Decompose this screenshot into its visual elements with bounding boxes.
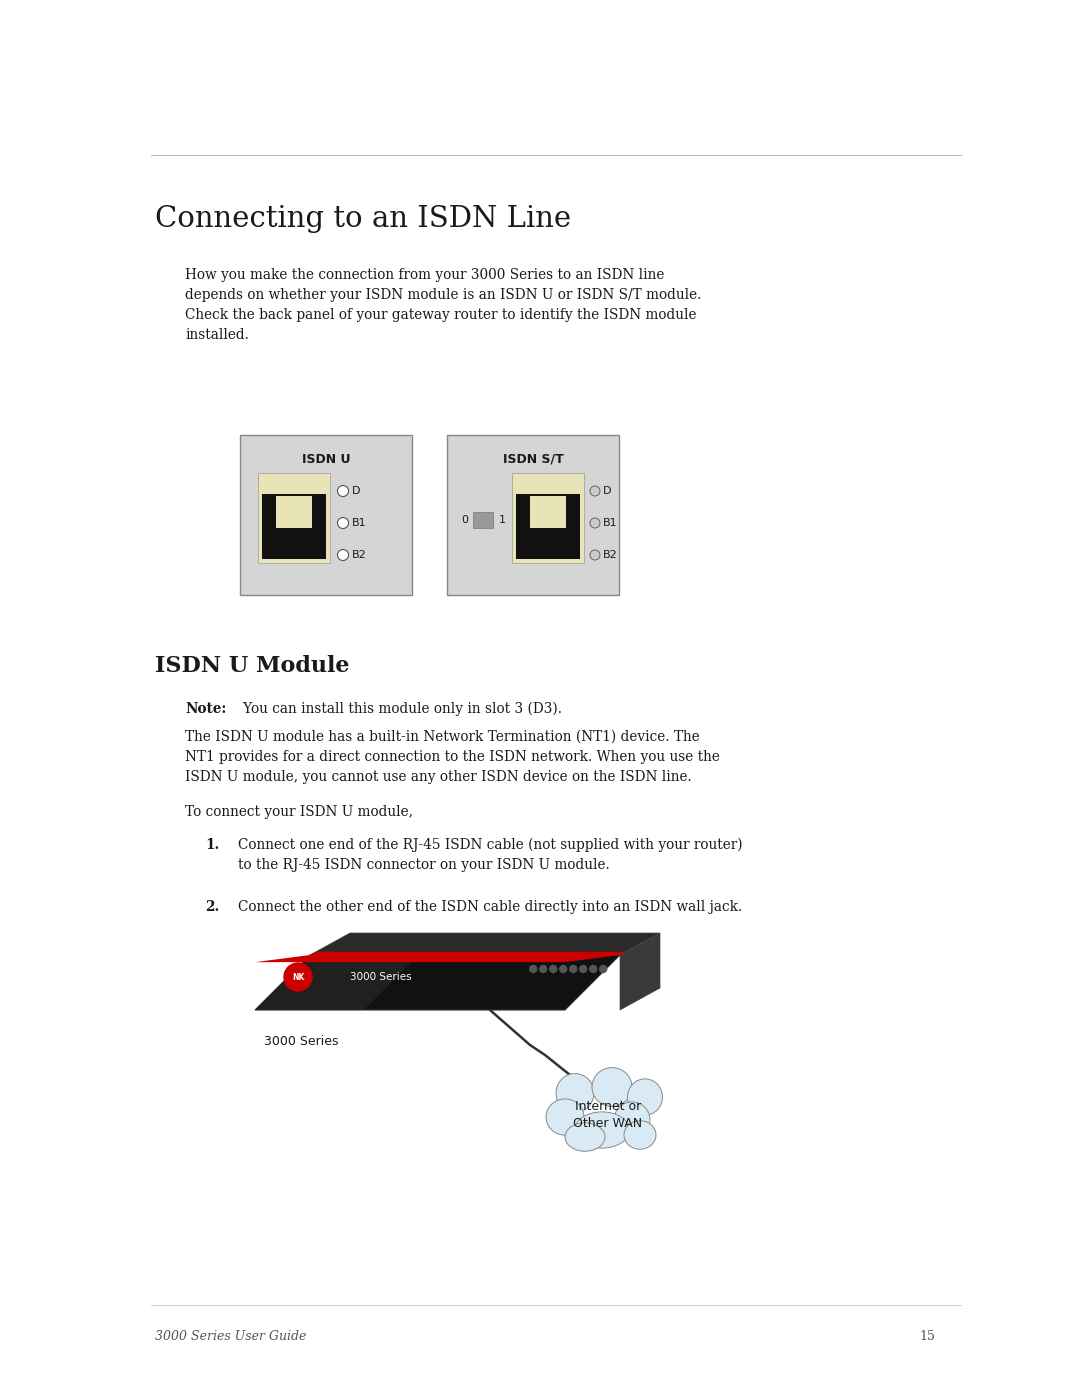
Circle shape bbox=[529, 965, 537, 972]
Text: NK: NK bbox=[292, 972, 305, 982]
Text: Connecting to an ISDN Line: Connecting to an ISDN Line bbox=[156, 205, 571, 233]
Text: ISDN S/T: ISDN S/T bbox=[502, 453, 564, 467]
Text: 0: 0 bbox=[461, 515, 468, 525]
FancyBboxPatch shape bbox=[447, 434, 619, 595]
Text: D: D bbox=[352, 486, 361, 496]
FancyBboxPatch shape bbox=[530, 496, 566, 528]
Circle shape bbox=[570, 965, 577, 972]
Text: 1.: 1. bbox=[205, 838, 219, 852]
Text: Note:: Note: bbox=[185, 703, 227, 717]
Text: 3000 Series: 3000 Series bbox=[350, 972, 411, 982]
Text: ISDN U: ISDN U bbox=[301, 453, 350, 467]
Ellipse shape bbox=[546, 1099, 584, 1136]
Circle shape bbox=[337, 486, 349, 496]
Text: B2: B2 bbox=[603, 550, 618, 560]
Ellipse shape bbox=[575, 1112, 630, 1148]
Polygon shape bbox=[620, 933, 660, 1010]
Text: B1: B1 bbox=[603, 518, 618, 528]
Text: B2: B2 bbox=[352, 550, 367, 560]
Polygon shape bbox=[255, 956, 620, 963]
Circle shape bbox=[580, 965, 586, 972]
FancyBboxPatch shape bbox=[512, 474, 584, 563]
Circle shape bbox=[599, 965, 607, 972]
Text: How you make the connection from your 3000 Series to an ISDN line
depends on whe: How you make the connection from your 30… bbox=[185, 268, 701, 342]
Ellipse shape bbox=[615, 1102, 650, 1139]
Text: ISDN U Module: ISDN U Module bbox=[156, 655, 350, 678]
Polygon shape bbox=[310, 933, 660, 956]
Circle shape bbox=[559, 965, 567, 972]
Ellipse shape bbox=[624, 1120, 656, 1150]
Ellipse shape bbox=[565, 1123, 605, 1151]
Ellipse shape bbox=[627, 1078, 662, 1115]
Text: Connect the other end of the ISDN cable directly into an ISDN wall jack.: Connect the other end of the ISDN cable … bbox=[238, 900, 742, 914]
FancyBboxPatch shape bbox=[473, 511, 492, 528]
Text: 2.: 2. bbox=[205, 900, 219, 914]
Text: 1: 1 bbox=[499, 515, 507, 525]
FancyBboxPatch shape bbox=[258, 474, 330, 563]
Circle shape bbox=[550, 965, 556, 972]
Polygon shape bbox=[255, 956, 620, 1010]
Text: Connect one end of the RJ-45 ISDN cable (not supplied with your router)
to the R: Connect one end of the RJ-45 ISDN cable … bbox=[238, 838, 743, 873]
Text: 15: 15 bbox=[919, 1330, 935, 1343]
FancyBboxPatch shape bbox=[516, 495, 580, 559]
FancyBboxPatch shape bbox=[276, 496, 312, 528]
Circle shape bbox=[337, 517, 349, 528]
Circle shape bbox=[590, 965, 597, 972]
Text: 3000 Series: 3000 Series bbox=[264, 1035, 338, 1048]
Text: 3000 Series User Guide: 3000 Series User Guide bbox=[156, 1330, 307, 1343]
FancyBboxPatch shape bbox=[262, 495, 326, 559]
Polygon shape bbox=[310, 951, 626, 956]
Text: Internet or
Other WAN: Internet or Other WAN bbox=[573, 1099, 643, 1130]
Text: To connect your ISDN U module,: To connect your ISDN U module, bbox=[185, 805, 413, 819]
Circle shape bbox=[590, 518, 600, 528]
Circle shape bbox=[284, 963, 312, 990]
Polygon shape bbox=[255, 956, 419, 1010]
Ellipse shape bbox=[592, 1067, 632, 1106]
Text: You can install this module only in slot 3 (D3).: You can install this module only in slot… bbox=[230, 703, 562, 717]
Circle shape bbox=[337, 549, 349, 560]
Text: The ISDN U module has a built-in Network Termination (NT1) device. The
NT1 provi: The ISDN U module has a built-in Network… bbox=[185, 731, 720, 784]
Circle shape bbox=[540, 965, 546, 972]
Text: D: D bbox=[603, 486, 611, 496]
Circle shape bbox=[590, 550, 600, 560]
Ellipse shape bbox=[556, 1074, 594, 1112]
FancyBboxPatch shape bbox=[240, 434, 411, 595]
Text: B1: B1 bbox=[352, 518, 366, 528]
Circle shape bbox=[590, 486, 600, 496]
